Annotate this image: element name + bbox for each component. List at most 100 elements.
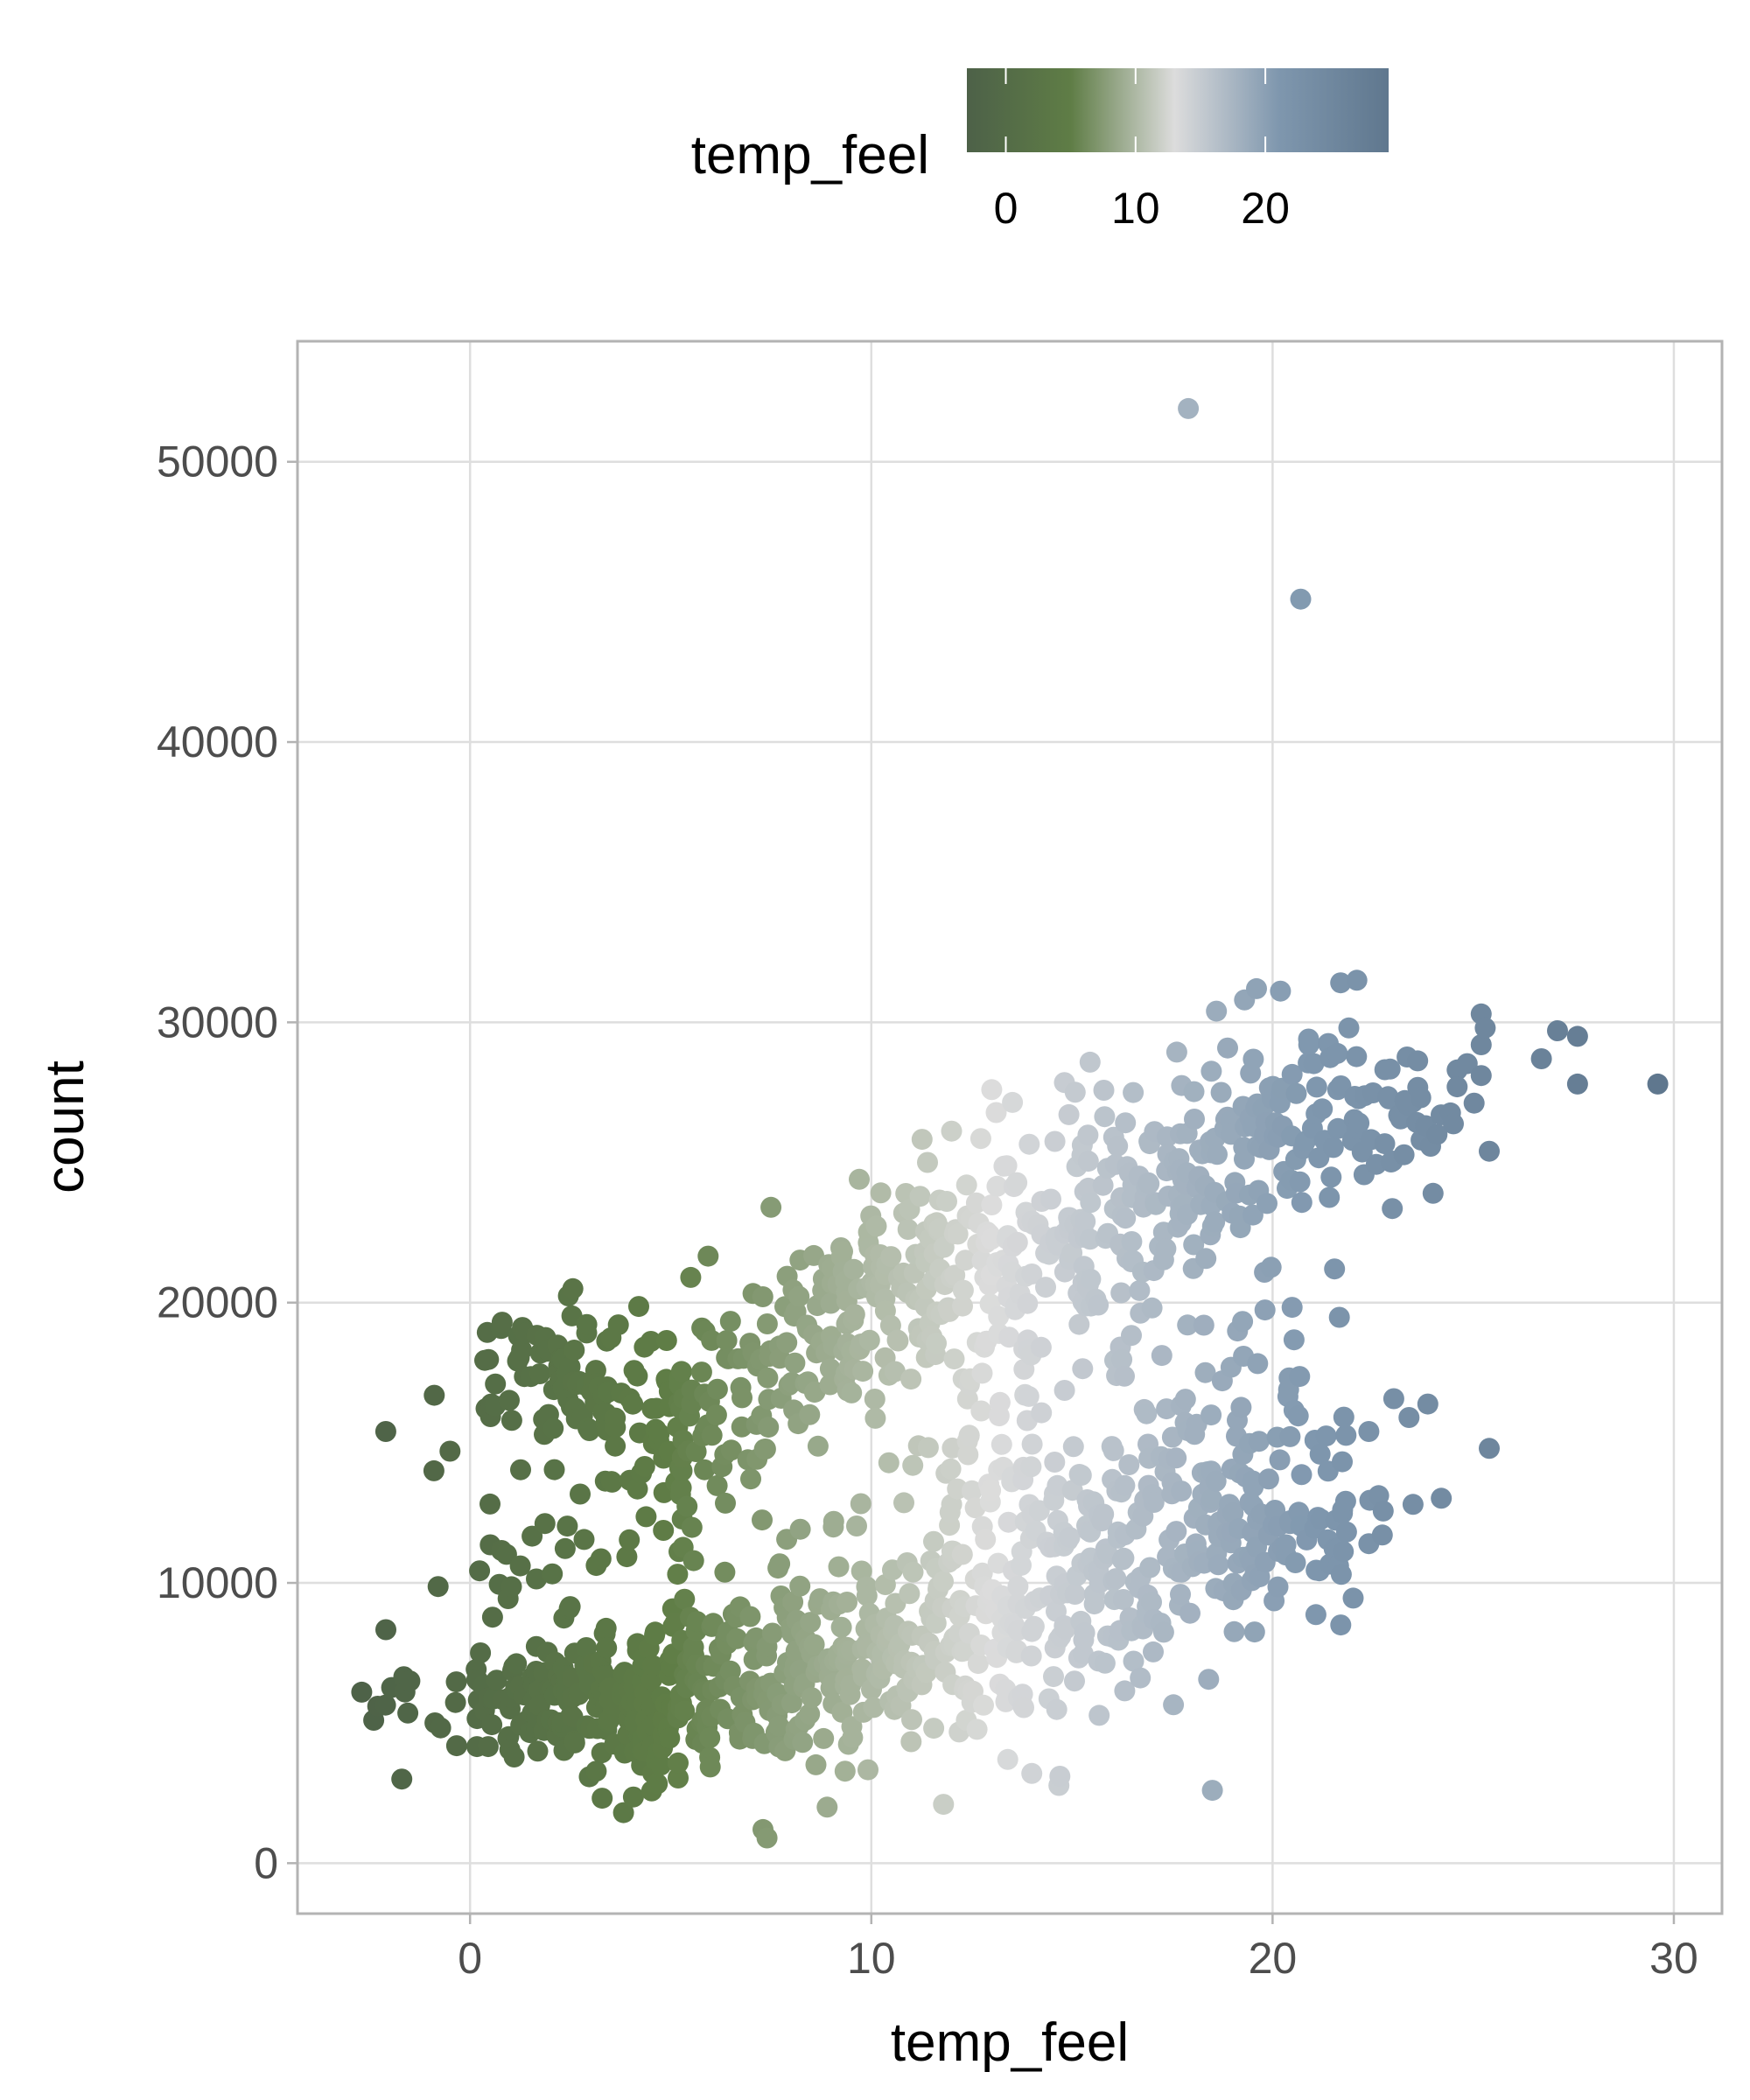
data-point bbox=[1378, 1088, 1400, 1110]
data-points bbox=[351, 397, 1669, 1849]
data-point bbox=[543, 1459, 565, 1480]
data-point bbox=[752, 1286, 774, 1307]
data-point bbox=[469, 1560, 491, 1582]
data-point bbox=[1217, 1037, 1238, 1059]
data-point bbox=[1079, 1228, 1101, 1250]
data-point bbox=[642, 1655, 664, 1676]
data-point bbox=[681, 1516, 703, 1538]
data-point bbox=[685, 1441, 707, 1462]
data-point bbox=[605, 1417, 626, 1438]
data-point bbox=[1088, 1704, 1110, 1726]
data-point bbox=[481, 1606, 503, 1628]
data-point bbox=[1021, 1762, 1043, 1784]
data-point bbox=[1113, 1547, 1135, 1569]
data-point bbox=[670, 1477, 692, 1499]
data-point bbox=[952, 1295, 973, 1317]
data-point bbox=[1566, 1026, 1588, 1047]
legend-ticks: 0 10 20 bbox=[994, 68, 1290, 233]
data-point bbox=[1530, 1048, 1552, 1069]
data-point bbox=[590, 1548, 612, 1570]
data-point bbox=[1283, 1329, 1305, 1351]
data-point bbox=[1267, 1576, 1289, 1598]
data-point bbox=[601, 1471, 623, 1493]
data-point bbox=[1281, 1297, 1303, 1319]
data-point bbox=[887, 1330, 909, 1352]
data-point bbox=[534, 1513, 556, 1535]
data-point bbox=[933, 1571, 954, 1592]
data-point bbox=[822, 1510, 844, 1532]
data-point bbox=[1064, 1584, 1086, 1605]
data-point bbox=[788, 1285, 810, 1307]
data-point bbox=[1309, 1443, 1331, 1465]
data-point bbox=[1358, 1421, 1380, 1442]
data-point bbox=[858, 1329, 880, 1351]
data-point bbox=[830, 1616, 852, 1638]
data-point bbox=[1287, 1405, 1309, 1427]
data-point bbox=[1114, 1680, 1136, 1702]
data-point bbox=[941, 1120, 962, 1142]
data-point bbox=[900, 1731, 922, 1753]
data-point bbox=[1064, 1670, 1085, 1692]
data-point bbox=[985, 1102, 1007, 1124]
data-point bbox=[925, 1613, 947, 1634]
data-point bbox=[732, 1387, 752, 1409]
data-point bbox=[503, 1746, 525, 1768]
data-point bbox=[832, 1241, 853, 1263]
data-point bbox=[1342, 1587, 1364, 1609]
data-point bbox=[1305, 1604, 1326, 1626]
data-point bbox=[1054, 1618, 1076, 1640]
x-tick-label: 30 bbox=[1649, 1934, 1698, 1983]
data-point bbox=[509, 1555, 531, 1577]
data-point bbox=[856, 1585, 878, 1606]
data-point bbox=[961, 1480, 983, 1502]
data-point bbox=[1043, 1666, 1064, 1688]
data-point bbox=[805, 1754, 827, 1775]
data-point bbox=[990, 1433, 1012, 1455]
data-point bbox=[1007, 1576, 1029, 1597]
data-point bbox=[510, 1459, 531, 1480]
data-point bbox=[1094, 1652, 1116, 1674]
data-point bbox=[955, 1250, 976, 1271]
data-point bbox=[902, 1561, 924, 1583]
data-point bbox=[970, 1128, 991, 1150]
y-tick-label: 30000 bbox=[157, 998, 278, 1046]
data-point bbox=[1018, 1133, 1040, 1155]
data-point bbox=[850, 1493, 872, 1515]
data-point bbox=[970, 1400, 992, 1422]
data-point bbox=[1151, 1345, 1172, 1367]
data-point bbox=[967, 1653, 989, 1675]
data-point bbox=[1257, 1468, 1279, 1490]
data-point bbox=[655, 1330, 677, 1351]
data-point bbox=[1333, 1406, 1354, 1428]
data-point bbox=[715, 1492, 736, 1514]
data-point bbox=[1348, 1112, 1370, 1134]
data-point bbox=[966, 1718, 988, 1740]
data-point bbox=[1143, 1492, 1165, 1513]
data-point bbox=[1298, 1034, 1320, 1055]
data-point bbox=[1177, 1314, 1199, 1336]
data-point bbox=[917, 1437, 939, 1459]
data-point bbox=[780, 1692, 802, 1714]
data-point bbox=[375, 1619, 396, 1641]
data-point bbox=[1371, 1524, 1393, 1546]
data-point bbox=[481, 1714, 503, 1736]
data-point bbox=[1402, 1494, 1424, 1516]
data-point bbox=[650, 1754, 672, 1776]
data-point bbox=[757, 1367, 779, 1389]
data-point bbox=[1166, 1447, 1187, 1469]
data-point bbox=[784, 1352, 806, 1374]
data-point bbox=[1232, 1311, 1254, 1333]
data-point bbox=[1094, 1106, 1116, 1128]
data-point bbox=[1312, 1098, 1334, 1120]
data-point bbox=[1374, 1133, 1396, 1155]
data-point bbox=[1234, 1148, 1255, 1170]
data-point bbox=[943, 1348, 965, 1370]
data-point bbox=[1382, 1388, 1404, 1410]
data-point bbox=[542, 1563, 564, 1585]
data-point bbox=[570, 1483, 591, 1505]
data-point bbox=[740, 1468, 761, 1490]
data-point bbox=[803, 1634, 825, 1656]
data-point bbox=[1474, 1017, 1496, 1039]
data-point bbox=[499, 1390, 520, 1411]
data-point bbox=[495, 1544, 517, 1565]
